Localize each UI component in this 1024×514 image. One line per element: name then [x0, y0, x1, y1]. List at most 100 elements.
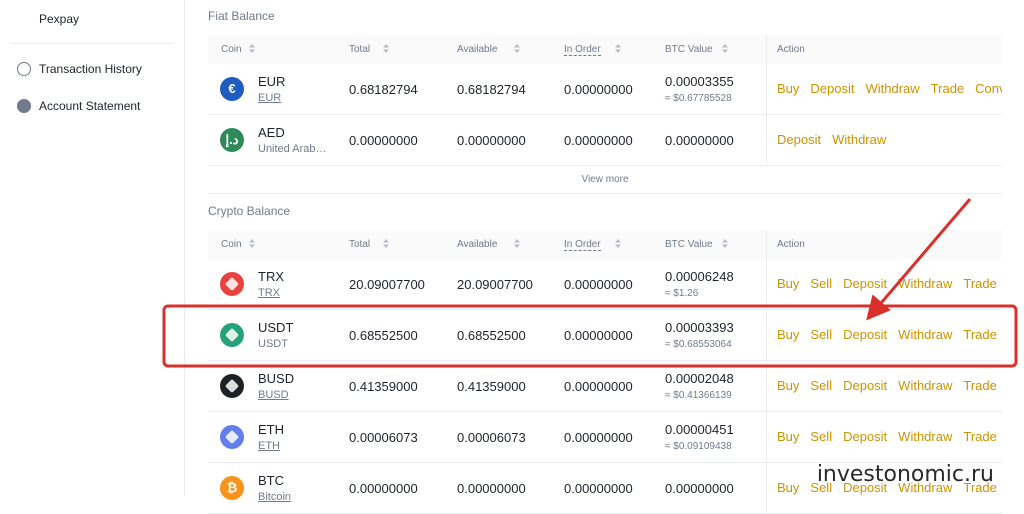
usd-value: ≈ $0.41366139 [665, 390, 732, 401]
action-link[interactable]: Buy [777, 327, 800, 342]
coin-symbol: EUR [258, 74, 286, 89]
coin-symbol: BTC [258, 473, 284, 488]
column-header[interactable]: Available [457, 239, 498, 250]
sort-icon [722, 239, 729, 250]
amount: 20.09007700 [349, 277, 425, 292]
coin-symbol: BUSD [258, 371, 295, 386]
coin-glyph [224, 429, 240, 445]
nav-item[interactable]: Account Statement [39, 99, 141, 113]
table-row: ETH ETH 0.00006073 0.00006073 0.00000000 0.00… [208, 412, 1002, 463]
action-link[interactable]: Deposit [843, 480, 888, 495]
coin-icon [220, 272, 244, 296]
table-row: USDT USDT 0.68552500 0.68552500 0.00000000 0.… [208, 310, 1002, 361]
sort-icon [249, 44, 256, 55]
column-header[interactable]: In Order [564, 44, 601, 56]
action-link[interactable]: Withdraw [898, 327, 953, 342]
action-link[interactable]: Trade [963, 480, 997, 495]
action-link[interactable]: Trade [963, 378, 997, 393]
amount: 0.41359000 [349, 379, 418, 394]
action-link[interactable]: Trade [963, 276, 997, 291]
column-header[interactable]: BTC Value [665, 239, 713, 250]
action-link[interactable]: Convert [975, 81, 1002, 96]
action-link[interactable]: Sell [810, 480, 833, 495]
table-row: BUSD BUSD 0.41359000 0.41359000 0.00000000 0.… [208, 361, 1002, 412]
action-link[interactable]: Deposit [843, 276, 888, 291]
nav-item[interactable]: Pexpay [39, 12, 80, 26]
action-link[interactable]: Buy [777, 429, 800, 444]
action-link[interactable]: Sell [810, 276, 833, 291]
btc-value: 0.00000000 [665, 133, 734, 148]
coin-name[interactable]: ETH [258, 440, 280, 452]
action-link[interactable]: Trade [963, 429, 997, 444]
amount: 20.09007700 [457, 277, 533, 292]
action-link[interactable]: Deposit [843, 378, 888, 393]
action-link[interactable]: Deposit [810, 81, 855, 96]
actions: Deposit Withdraw [777, 132, 1002, 147]
amount: 0.68182794 [457, 82, 526, 97]
action-link[interactable]: Sell [810, 429, 833, 444]
page: {"sidebar":{"items":["Pexpay","Transacti… [12, 0, 1018, 514]
action-link[interactable]: Buy [777, 480, 800, 495]
column-header[interactable]: BTC Value [665, 44, 713, 55]
amount: 0.68182794 [349, 82, 418, 97]
action-link[interactable]: Buy [777, 81, 800, 96]
action-link[interactable]: Buy [777, 276, 800, 291]
coin-name[interactable]: TRX [258, 287, 280, 299]
actions: BuySellDepositWithdrawTradeEarn [777, 378, 1002, 393]
action-link[interactable]: Trade [930, 81, 965, 96]
sort-icon [615, 239, 622, 250]
action-link[interactable]: Trade [963, 327, 997, 342]
column-divider [766, 64, 767, 114]
amount: 0.68552500 [349, 328, 418, 343]
btc-value: 0.00000451 [665, 422, 734, 437]
usd-value: ≈ $0.09109438 [665, 441, 732, 452]
amount: 0.00000000 [564, 328, 633, 343]
action-link[interactable]: Buy [777, 378, 800, 393]
column-header[interactable]: Available [457, 44, 498, 55]
coin-symbol: USDT [258, 320, 294, 335]
sort-icon [722, 44, 729, 55]
column-divider [766, 115, 767, 165]
action-link[interactable]: Withdraw [898, 429, 953, 444]
btc-value: 0.00006248 [665, 269, 734, 284]
action-link[interactable]: Withdraw [898, 276, 953, 291]
divider [12, 43, 172, 44]
coin-name[interactable]: BUSD [258, 389, 289, 401]
action-link[interactable]: Sell [810, 327, 833, 342]
column-divider [766, 259, 767, 309]
fiat-table: Coin Total Available In Order BTC Value Actio… [208, 35, 1002, 194]
action-link[interactable]: Withdraw [898, 378, 953, 393]
column-header[interactable]: Coin [221, 44, 242, 55]
coin-symbol: AED [258, 125, 285, 140]
table-header: Coin Total Available In Order BTC Value Actio… [208, 35, 1002, 64]
coin-name[interactable]: Bitcoin [258, 491, 292, 503]
column-header[interactable]: Coin [221, 239, 242, 250]
column-header[interactable]: In Order [564, 239, 601, 251]
column-divider [766, 463, 767, 513]
action-link[interactable]: Sell [810, 378, 833, 393]
table-row: € EUR EUR 0.68182794 0.68182794 0.00000000 0.0… [208, 64, 1002, 115]
coin-name[interactable]: EUR [258, 92, 282, 104]
view-more[interactable]: View more [208, 166, 1002, 194]
action-link[interactable]: Withdraw [832, 132, 887, 147]
column-header[interactable]: Total [349, 239, 371, 250]
action-link[interactable]: Withdraw [898, 480, 953, 495]
amount: 0.00006073 [457, 430, 526, 445]
nav-item[interactable]: Transaction History [39, 62, 142, 76]
coin-icon: € [220, 77, 244, 101]
amount: 0.00000000 [564, 277, 633, 292]
sort-icon [514, 44, 521, 55]
column-header[interactable]: Total [349, 44, 371, 55]
nav-icon [17, 62, 31, 76]
action-link[interactable]: Withdraw [865, 81, 920, 96]
actions: BuySellDepositWithdrawTradeEarn [777, 480, 1002, 495]
action-link[interactable]: Deposit [843, 429, 888, 444]
section-title: Fiat Balance [208, 9, 275, 23]
section-title: Crypto Balance [208, 204, 291, 218]
column-header: Action [777, 239, 805, 250]
column-divider [766, 412, 767, 462]
action-link[interactable]: Deposit [777, 132, 822, 147]
action-link[interactable]: Deposit [843, 327, 888, 342]
coin-name: USDT [258, 338, 288, 350]
sort-icon [615, 44, 622, 55]
